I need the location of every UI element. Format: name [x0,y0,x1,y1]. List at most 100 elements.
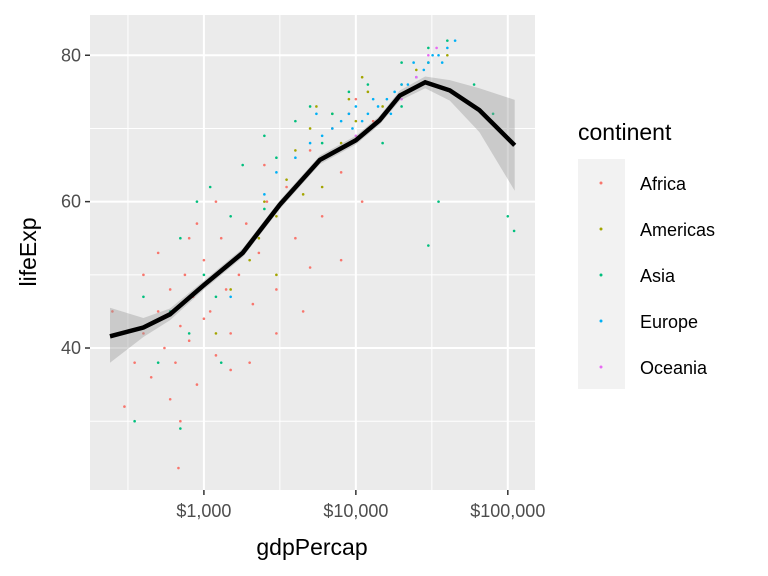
point-asia [202,273,206,277]
smooth-line [109,79,517,339]
point-europe [263,193,266,196]
point-americas [214,332,218,335]
point-africa [174,361,177,364]
point-oceania [400,97,403,101]
legend-key-asia [599,273,603,277]
point-europe [366,112,370,116]
point-africa [208,310,212,313]
point-africa [156,251,160,255]
point-africa [224,288,228,291]
minor-gridlines [90,15,535,490]
point-asia [347,90,351,94]
point-africa [179,324,182,328]
point-asia [263,134,266,138]
point-africa [195,222,199,225]
point-africa [354,97,358,101]
point-asia [472,83,476,86]
point-africa [251,302,255,306]
point-asia [219,361,223,364]
point-africa [308,149,312,152]
point-africa [360,200,364,203]
point-americas [360,75,364,79]
legend-label-oceania: Oceania [640,358,708,378]
point-americas [415,68,418,72]
point-asia [512,229,516,233]
point-africa [237,273,241,277]
point-asia [308,105,312,108]
point-europe [412,61,415,64]
point-europe [354,105,358,108]
point-asia [366,83,370,86]
point-americas [366,90,370,94]
point-europe [437,53,440,57]
point-europe [308,141,312,145]
point-americas [229,288,232,291]
point-americas [248,258,251,262]
point-asia [229,214,232,218]
point-africa [202,258,206,262]
point-africa [219,236,223,240]
legend-label-americas: Americas [640,220,715,240]
point-asia [195,200,199,203]
point-asia [133,419,136,423]
point-americas [354,119,358,123]
legend-key-europe [599,319,603,323]
point-europe [360,119,364,123]
x-tick-label: $10,000 [323,501,388,521]
y-axis: 40 60 80 [61,45,90,358]
point-africa [263,163,266,167]
point-europe [331,127,334,130]
point-americas [339,141,343,145]
point-africa [275,332,278,335]
legend-label-europe: Europe [640,312,698,332]
major-gridlines [90,15,535,490]
point-europe [371,97,375,101]
point-africa [149,375,153,379]
point-americas [381,105,384,108]
point-asia [437,200,440,203]
point-europe [347,112,351,116]
point-asia [142,295,145,299]
point-americas [294,149,297,152]
point-europe [351,127,354,130]
point-africa [214,200,218,203]
legend-label-africa: Africa [640,174,687,194]
x-tick-label: $100,000 [470,501,545,521]
point-asia [400,105,403,108]
legend-key-africa [599,181,603,185]
point-americas [275,214,278,218]
point-asia [179,236,182,240]
point-europe [393,90,396,94]
point-africa [248,361,251,364]
point-asia [491,112,495,116]
point-africa [195,383,199,386]
point-africa [294,236,297,240]
point-africa [133,361,136,364]
point-asia [208,185,212,189]
point-europe [320,134,324,138]
point-americas [347,97,351,101]
point-americas [257,236,261,240]
point-europe [385,97,389,101]
point-europe [440,61,444,64]
point-asia [506,214,510,218]
x-axis-title: gdpPercap [256,534,367,560]
point-europe [400,83,403,86]
point-africa [229,368,232,372]
point-africa [229,332,232,335]
point-africa [183,273,187,277]
point-oceania [427,53,430,57]
legend: continent Africa Americas Asia Europe Oceani… [578,119,715,389]
point-americas [446,53,449,57]
point-africa [371,119,375,123]
point-africa [257,251,261,255]
point-africa [308,266,312,269]
point-africa [168,288,172,291]
point-africa [123,405,126,408]
point-africa [244,222,248,225]
y-axis-title: lifeExp [15,217,41,286]
point-africa [187,339,191,342]
point-europe [275,171,278,174]
point-africa [285,185,288,189]
